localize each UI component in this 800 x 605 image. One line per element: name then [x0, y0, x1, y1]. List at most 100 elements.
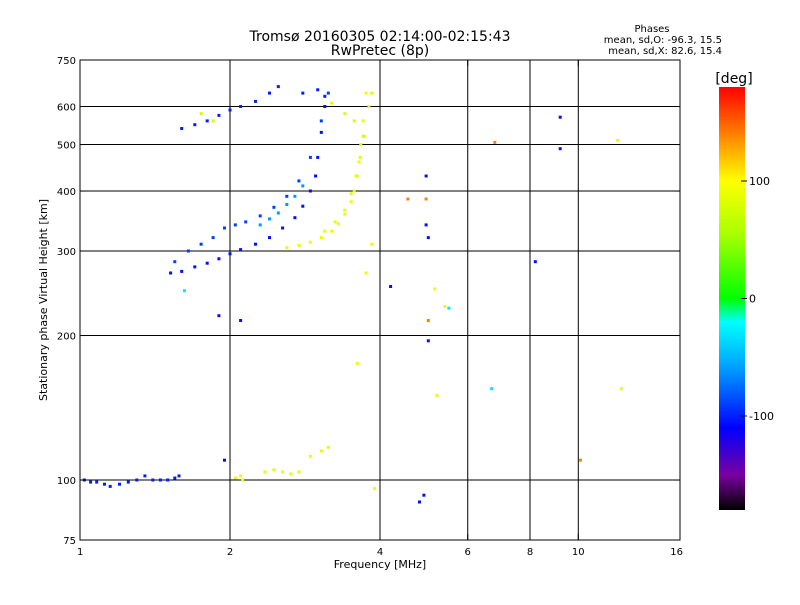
data-point: [323, 94, 327, 98]
data-point: [297, 470, 301, 474]
data-point: [199, 112, 203, 116]
data-point: [239, 319, 243, 322]
data-point: [616, 138, 620, 142]
data-point: [223, 458, 226, 462]
data-point: [343, 208, 347, 212]
data-point: [186, 249, 190, 253]
data-point: [293, 194, 297, 198]
data-point: [254, 242, 257, 246]
data-point: [205, 261, 209, 265]
data-point: [233, 476, 237, 480]
data-point: [293, 216, 297, 220]
data-point: [276, 85, 280, 89]
data-point: [308, 454, 312, 458]
x-tick-label: 2: [227, 547, 233, 558]
data-point: [370, 242, 374, 246]
colorbar-label: [deg]: [715, 71, 752, 87]
data-point: [343, 212, 347, 216]
data-point: [424, 223, 428, 227]
data-point: [126, 480, 130, 484]
data-point: [180, 127, 184, 130]
data-point: [352, 119, 356, 123]
data-point: [180, 269, 184, 273]
y-tick-label: 300: [57, 247, 76, 258]
data-point: [118, 482, 121, 486]
data-point: [285, 203, 289, 206]
data-point: [268, 217, 271, 221]
y-tick-label: 75: [63, 536, 76, 547]
data-point: [239, 105, 243, 108]
data-point: [268, 236, 271, 240]
y-tick-label: 600: [57, 103, 76, 114]
data-point: [217, 314, 221, 318]
data-point: [169, 271, 173, 275]
data-point: [343, 112, 347, 116]
data-point: [268, 91, 271, 95]
data-point: [308, 189, 312, 193]
data-point: [272, 205, 276, 209]
data-point: [241, 478, 245, 482]
x-tick-label: 4: [377, 547, 383, 558]
data-point: [135, 478, 139, 482]
data-point: [349, 192, 353, 196]
data-point: [357, 160, 361, 164]
data-point: [258, 223, 262, 227]
data-point: [433, 287, 437, 291]
y-tick-label: 400: [57, 187, 76, 198]
colorbar-ticks: 100 0 -100: [741, 175, 774, 423]
data-point: [319, 119, 323, 123]
data-point: [490, 387, 494, 391]
data-point: [426, 319, 430, 322]
data-point: [228, 108, 232, 112]
data-point: [619, 387, 623, 391]
colorbar-tick-label: 100: [749, 175, 770, 188]
data-point: [336, 222, 340, 226]
data-point: [193, 123, 197, 127]
data-point: [95, 480, 99, 484]
data-point: [443, 304, 447, 308]
data-point: [323, 229, 327, 233]
data-point: [301, 91, 305, 95]
y-tick-label: 750: [57, 56, 76, 67]
data-point: [205, 119, 209, 123]
data-point: [316, 155, 320, 159]
phase-stats-heading: Phases: [634, 24, 669, 35]
y-tick-label: 500: [57, 141, 76, 152]
data-point: [422, 493, 426, 497]
data-point: [308, 155, 312, 159]
y-tick-label: 100: [57, 476, 76, 487]
data-point: [364, 271, 368, 275]
phase-stats-x-line: mean, sd,X: 82.6, 15.4: [608, 46, 722, 57]
data-point: [533, 260, 537, 264]
data-point: [308, 240, 312, 244]
data-point: [276, 211, 280, 215]
data-point: [297, 179, 301, 183]
data-point: [578, 458, 582, 462]
data-point: [326, 91, 330, 95]
data-point: [558, 115, 562, 119]
data-point: [281, 470, 285, 474]
axis-ticks: 1 2 4 6 8 10 16 75 100 200 300 400 500 600 750: [57, 56, 683, 558]
x-tick-label: 10: [572, 547, 585, 558]
data-point: [326, 445, 330, 449]
data-point: [333, 220, 337, 224]
data-point: [217, 257, 221, 261]
data-point: [406, 197, 410, 201]
data-point: [352, 189, 356, 193]
data-point: [258, 214, 262, 218]
data-point: [424, 197, 428, 201]
colorbar-tick-label: -100: [749, 410, 774, 423]
chart-subtitle: RwPretec (8p): [331, 43, 429, 59]
data-point: [108, 484, 112, 488]
data-point: [239, 248, 243, 252]
data-point: [426, 236, 430, 240]
phase-stats-o-line: mean, sd,O: -96.3, 15.5: [604, 35, 722, 46]
grid-lines: [80, 60, 680, 540]
data-point: [349, 200, 353, 204]
data-point: [319, 449, 323, 453]
data-point: [166, 478, 170, 482]
data-point: [173, 476, 177, 480]
x-tick-label: 1: [77, 547, 83, 558]
data-point: [182, 289, 186, 293]
